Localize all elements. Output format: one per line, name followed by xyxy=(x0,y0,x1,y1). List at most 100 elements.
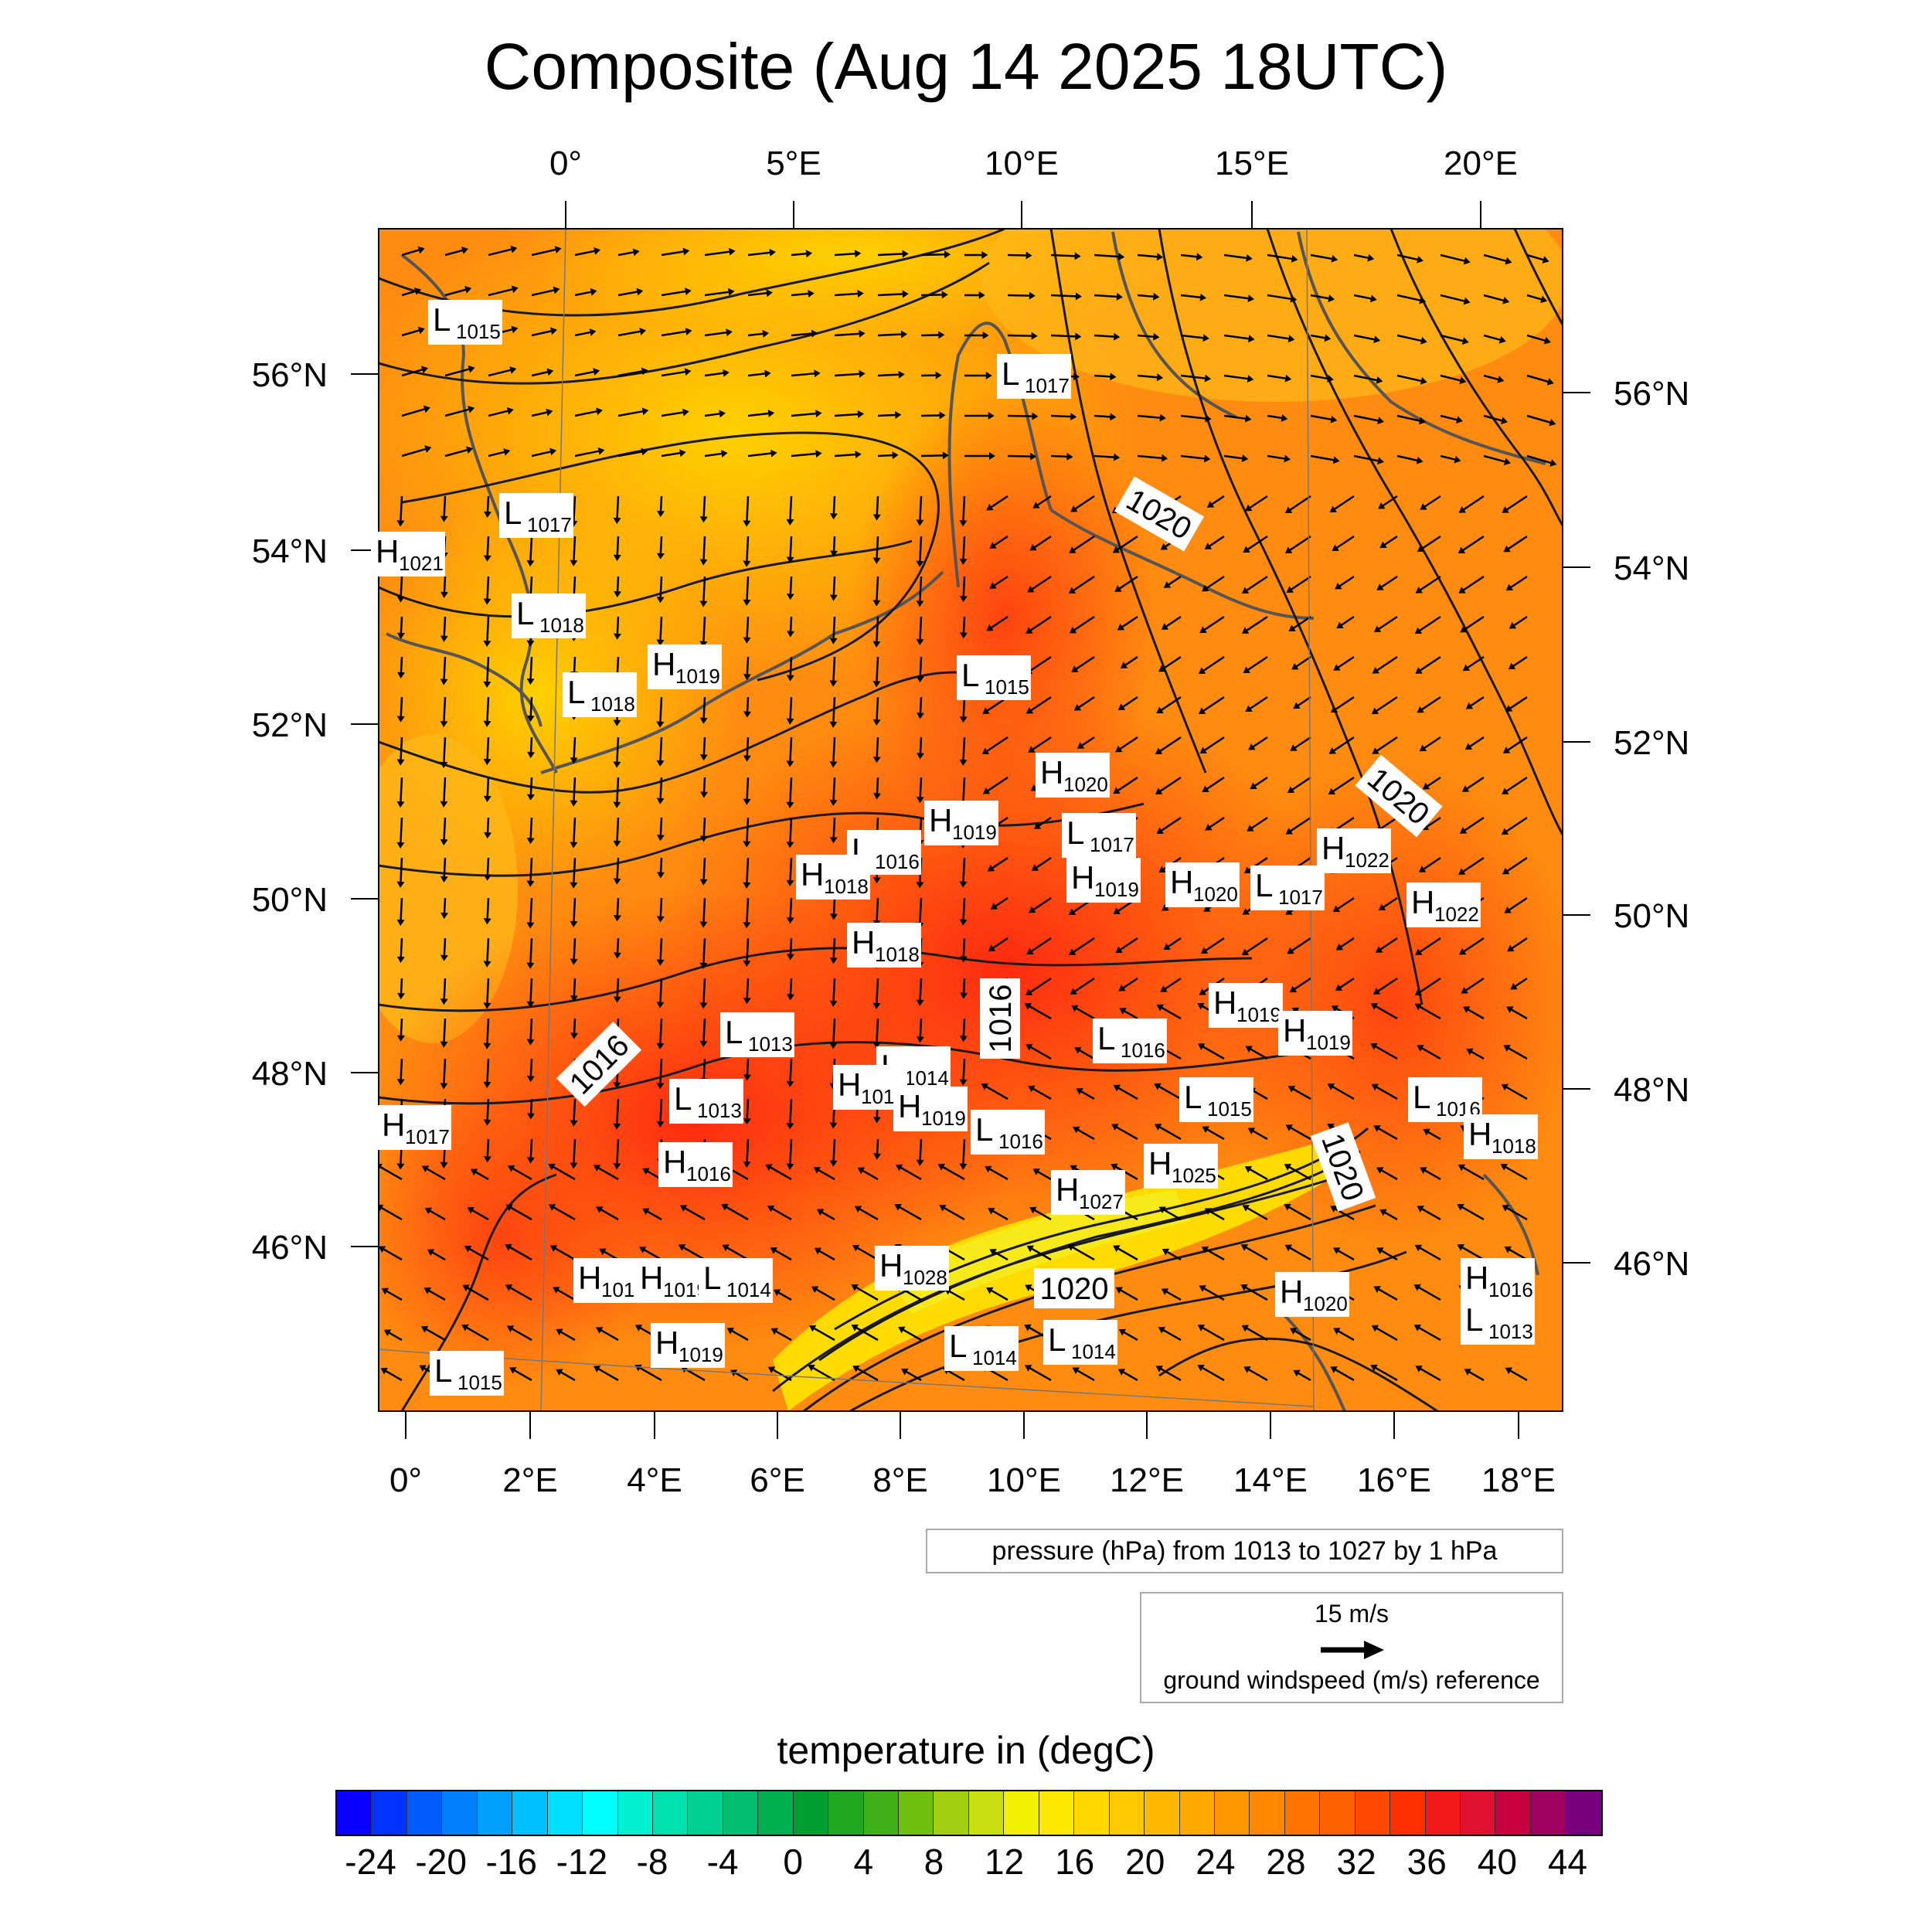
colorbar-swatch xyxy=(899,1791,934,1835)
pressure-value: 1016 xyxy=(686,1162,731,1185)
high-pressure-label: H 1022 xyxy=(1317,828,1391,873)
pressure-type: L xyxy=(703,1260,721,1296)
right-lat-label: 46°N xyxy=(1614,1245,1689,1283)
bottom-lon-label: 8°E xyxy=(872,1461,927,1499)
wind-reference-caption: ground windspeed (m/s) reference xyxy=(1163,1666,1540,1694)
colorbar-swatch xyxy=(1179,1791,1215,1835)
right-axis xyxy=(1563,392,1590,1264)
pressure-type: L xyxy=(674,1080,692,1117)
high-pressure-label: H 1019 xyxy=(651,1323,725,1368)
colorbar-swatch xyxy=(968,1791,1005,1835)
pressure-type: H xyxy=(1465,1260,1488,1296)
high-pressure-label: H 1022 xyxy=(1406,883,1481,927)
colorbar-tick-label: 40 xyxy=(1477,1842,1517,1882)
pressure-value: 1025 xyxy=(1172,1164,1216,1187)
pressure-value: 1018 xyxy=(539,614,584,637)
colorbar-swatch xyxy=(1109,1791,1145,1835)
high-pressure-label: H 1019 xyxy=(648,645,722,689)
pressure-value: 1013 xyxy=(697,1099,742,1122)
pressure-value: 1018 xyxy=(590,692,635,716)
colorbar-tick-label: 4 xyxy=(853,1842,874,1882)
high-pressure-label: H 1016 xyxy=(658,1142,733,1187)
high-pressure-label: H 1016 xyxy=(1461,1258,1535,1303)
top-lon-label: 10°E xyxy=(985,145,1059,182)
colorbar-tick-labels: -24 -20 -16 -12 -8 -4 0 4 8 12 16 20 24 28 32 36 40 44 xyxy=(335,1841,1603,1887)
pressure-type: H xyxy=(1280,1274,1303,1310)
right-lat-label: 54°N xyxy=(1614,549,1689,587)
pressure-type: H xyxy=(1170,864,1193,900)
pressure-value: 1027 xyxy=(1079,1190,1124,1213)
wind-reference-value: 15 m/s xyxy=(1314,1600,1389,1628)
low-pressure-label: L 1016 xyxy=(971,1110,1045,1155)
colorbar-swatch xyxy=(863,1791,899,1835)
left-lat-label: 52°N xyxy=(252,706,328,744)
low-pressure-label: L 1013 xyxy=(669,1079,743,1124)
pressure-type: L xyxy=(434,1352,452,1389)
colorbar-tick-label: 8 xyxy=(923,1842,944,1882)
pressure-value: 1022 xyxy=(1434,903,1479,926)
pressure-value: 1013 xyxy=(1488,1320,1533,1343)
colorbar-tick-label: -8 xyxy=(636,1842,668,1882)
pressure-value: 1019 xyxy=(1094,878,1139,901)
pressure-value: 1015 xyxy=(985,675,1029,699)
pressure-value: 1022 xyxy=(1345,849,1389,872)
high-pressure-label: H 1019 xyxy=(893,1087,968,1131)
left-lat-label: 48°N xyxy=(252,1055,328,1093)
top-lon-label: 5°E xyxy=(766,145,821,182)
high-pressure-label: H 1020 xyxy=(1036,753,1110,798)
pressure-value: 1016 xyxy=(1488,1278,1533,1301)
low-pressure-label: L 1015 xyxy=(430,1351,504,1396)
pressure-type: H xyxy=(376,533,399,570)
bottom-lon-label: 16°E xyxy=(1357,1461,1431,1499)
high-pressure-label: H 1019 xyxy=(635,1258,709,1303)
pressure-value: 1017 xyxy=(527,513,572,536)
pressure-type: H xyxy=(655,1325,679,1361)
low-pressure-label: L 1017 xyxy=(1250,866,1325,910)
colorbar-swatch xyxy=(512,1791,548,1835)
colorbar-swatch xyxy=(793,1791,829,1835)
colorbar-swatch xyxy=(583,1791,618,1835)
colorbar-swatch xyxy=(1320,1791,1355,1835)
high-pressure-label: H 1025 xyxy=(1144,1144,1218,1189)
top-lon-label: 20°E xyxy=(1444,145,1518,182)
pressure-type: H xyxy=(1040,754,1063,791)
high-pressure-label: H 1020 xyxy=(1165,862,1240,907)
colorbar-swatch xyxy=(828,1791,864,1835)
pressure-type: L xyxy=(1097,1020,1115,1056)
high-pressure-label: H 1021 xyxy=(371,532,445,577)
bottom-lon-label: 4°E xyxy=(627,1461,682,1499)
pressure-value: 1015 xyxy=(456,320,501,343)
pressure-value: 1028 xyxy=(903,1266,947,1289)
map-title: Composite (Aug 14 2025 18UTC) xyxy=(484,30,1448,103)
colorbar-title: temperature in (degC) xyxy=(777,1729,1155,1772)
pressure-type: H xyxy=(663,1144,686,1180)
colorbar-tick-label: -12 xyxy=(556,1842,608,1882)
colorbar-swatch xyxy=(1074,1791,1110,1835)
pressure-type: L xyxy=(949,1328,967,1364)
pressure-value: 1017 xyxy=(405,1125,450,1148)
pressure-contour-info: pressure (hPa) from 1013 to 1027 by 1 hP… xyxy=(926,1529,1563,1573)
colorbar-swatch xyxy=(1495,1791,1531,1835)
pressure-type: L xyxy=(433,301,451,338)
low-pressure-label: L 1013 xyxy=(720,1012,794,1057)
colorbar-tick-label: 32 xyxy=(1336,1842,1376,1882)
pressure-type: L xyxy=(567,674,585,710)
pressure-value: 1014 xyxy=(972,1346,1017,1369)
colorbar-swatch xyxy=(1461,1791,1496,1835)
pressure-value: 1017 xyxy=(1025,374,1070,397)
colorbar-swatch xyxy=(723,1791,759,1835)
pressure-value: 1020 xyxy=(1303,1292,1348,1315)
low-pressure-label: L 1018 xyxy=(563,672,637,717)
colorbar-swatch xyxy=(688,1791,723,1835)
pressure-value: 1020 xyxy=(1193,883,1238,906)
pressure-value: 1018 xyxy=(824,875,869,898)
pressure-value: 1017 xyxy=(1090,833,1134,856)
colorbar-tick-label: 20 xyxy=(1125,1842,1165,1882)
pressure-type: H xyxy=(640,1260,663,1296)
pressure-type: H xyxy=(578,1260,601,1296)
pressure-type: H xyxy=(1071,859,1094,896)
high-pressure-label: H 1028 xyxy=(875,1246,949,1291)
isobar-label: 1020 xyxy=(1040,1272,1109,1306)
